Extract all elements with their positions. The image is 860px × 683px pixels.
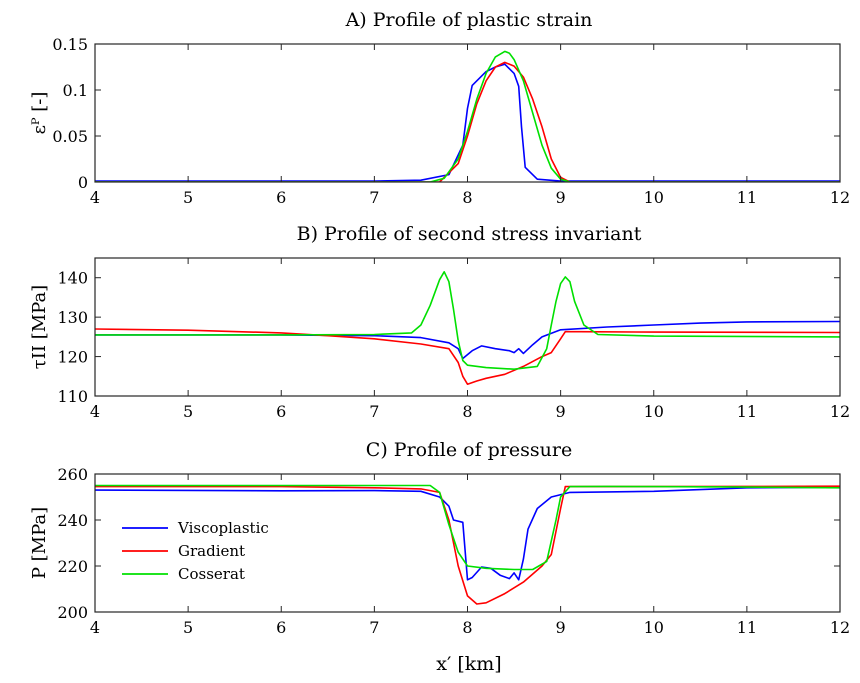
panel-pressure: C) Profile of pressure P [MPa] Viscoplas… — [29, 439, 850, 637]
series-line-viscoplastic-b — [95, 320, 840, 360]
y-tick-label-c: 260 — [57, 465, 88, 484]
y-tick-label-b: 140 — [57, 269, 88, 288]
y-tick-label-b: 130 — [57, 308, 88, 327]
x-tick-label-a: 7 — [369, 188, 379, 207]
legend-label-cosserat: Cosserat — [178, 565, 245, 583]
y-tick-label-a: 0 — [78, 173, 88, 192]
series-group-c — [95, 484, 840, 605]
x-tick-label-a: 10 — [644, 188, 664, 207]
legend-label-gradient: Gradient — [178, 542, 245, 560]
y-tick-label-a: 0.05 — [52, 127, 88, 146]
x-tick-label-b: 5 — [183, 402, 193, 421]
series-line-viscoplastic-a — [95, 63, 840, 182]
y-tick-label-a: 0.1 — [63, 81, 88, 100]
x-tick-label-a: 5 — [183, 188, 193, 207]
y-axis-label-b: τII [MPa] — [29, 285, 50, 369]
x-tick-label-b: 4 — [90, 402, 100, 421]
x-tick-label-c: 4 — [90, 618, 100, 637]
x-tick-label-c: 12 — [830, 618, 850, 637]
x-tick-label-c: 6 — [276, 618, 286, 637]
y-tick-label-c: 200 — [57, 603, 88, 622]
x-tick-label-c: 10 — [644, 618, 664, 637]
x-tick-label-b: 10 — [644, 402, 664, 421]
x-tick-label-b: 12 — [830, 402, 850, 421]
panel-title-c: C) Profile of pressure — [366, 439, 572, 461]
axes-frame-b — [94, 257, 841, 397]
series-line-cosserat-a — [95, 50, 840, 182]
panel-plastic-strain: A) Profile of plastic strain εᴾ [-] 4 5 6 7… — [29, 9, 850, 207]
x-tick-label-c: 9 — [556, 618, 566, 637]
y-tick-label-c: 240 — [57, 511, 88, 530]
x-tick-label-c: 7 — [369, 618, 379, 637]
x-tick-label-a: 11 — [737, 188, 757, 207]
series-line-viscoplastic-c — [95, 486, 840, 581]
x-tick-label-c: 11 — [737, 618, 757, 637]
y-axis-label-c: P [MPa] — [29, 507, 50, 579]
y-tick-label-b: 110 — [57, 387, 88, 406]
x-tick-label-a: 4 — [90, 188, 100, 207]
x-tick-label-b: 9 — [556, 402, 566, 421]
series-line-gradient-a — [95, 61, 840, 182]
series-line-cosserat-b — [95, 271, 840, 370]
x-axis-label: x′ [km] — [436, 653, 501, 675]
x-tick-label-a: 12 — [830, 188, 850, 207]
y-tick-label-b: 120 — [57, 348, 88, 367]
series-line-gradient-b — [95, 328, 840, 385]
y-tick-label-c: 220 — [57, 557, 88, 576]
legend-label-viscoplastic: Viscoplastic — [177, 519, 269, 537]
x-tick-label-c: 5 — [183, 618, 193, 637]
x-tick-label-a: 9 — [556, 188, 566, 207]
y-axis-label-a: εᴾ [-] — [29, 92, 50, 135]
y-tick-label-a: 0.15 — [52, 35, 88, 54]
x-tick-label-c: 8 — [462, 618, 472, 637]
x-tick-label-b: 6 — [276, 402, 286, 421]
x-tick-label-b: 8 — [462, 402, 472, 421]
series-group-a — [95, 50, 840, 182]
panel-title-a: A) Profile of plastic strain — [345, 9, 593, 31]
legend: Viscoplastic Gradient Cosserat — [116, 512, 286, 586]
series-line-cosserat-c — [95, 484, 840, 571]
panel-stress-invariant: B) Profile of second stress invariant τI… — [29, 223, 850, 421]
series-group-b — [95, 271, 840, 385]
x-tick-label-b: 7 — [369, 402, 379, 421]
x-tick-label-b: 11 — [737, 402, 757, 421]
x-tick-label-a: 8 — [462, 188, 472, 207]
x-tick-label-a: 6 — [276, 188, 286, 207]
panel-title-b: B) Profile of second stress invariant — [297, 223, 642, 245]
